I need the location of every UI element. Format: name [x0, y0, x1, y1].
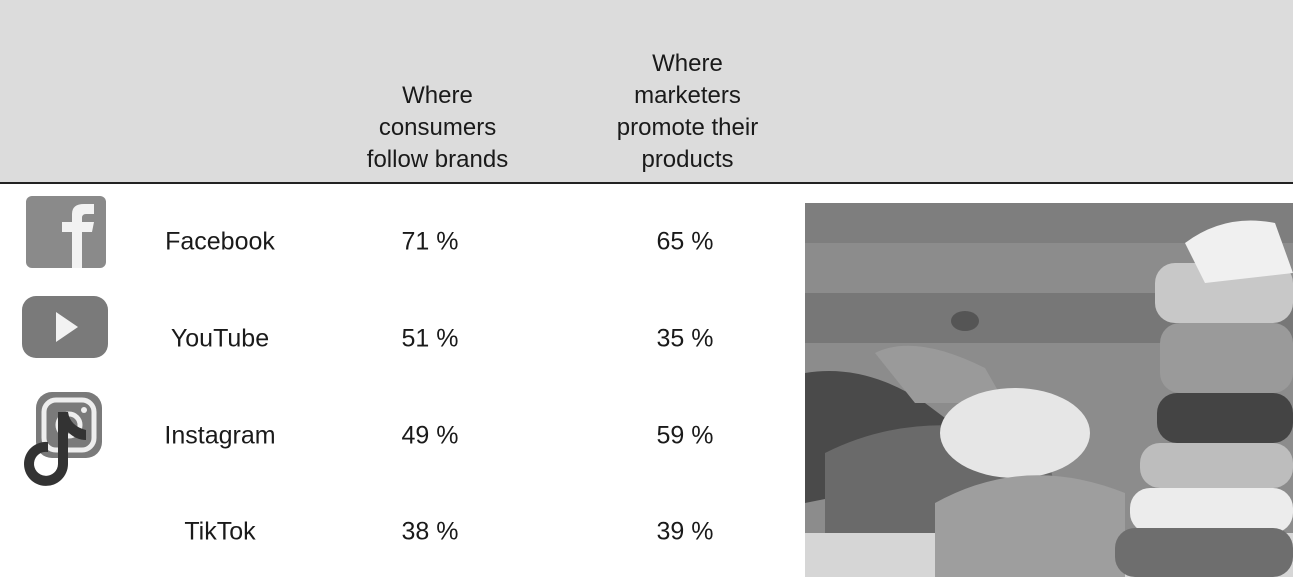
platform-name: Facebook [165, 228, 275, 257]
percentage: 49 % [402, 422, 459, 451]
icons [22, 196, 108, 488]
percentage: 39 % [657, 518, 714, 547]
percentage: 38 % [402, 518, 459, 547]
photo [805, 203, 1293, 577]
percentage: 35 % [657, 325, 714, 354]
platform-name: Instagram [164, 422, 275, 451]
page: Where consumers follow brands Where mark… [0, 0, 1293, 577]
header: Where consumers follow brands Where mark… [0, 0, 1293, 184]
percentage: 71 % [402, 228, 459, 257]
youtube-icon [22, 296, 108, 358]
header-cell: Where marketers promote their products [605, 48, 770, 176]
facebook-icon [26, 196, 106, 268]
platform-name: TikTok [184, 518, 255, 547]
percentage: 51 % [402, 325, 459, 354]
platform-name: YouTube [171, 325, 269, 354]
percentage: 59 % [657, 422, 714, 451]
header-cell: Where consumers follow brands [350, 80, 525, 176]
percentage: 65 % [657, 228, 714, 257]
